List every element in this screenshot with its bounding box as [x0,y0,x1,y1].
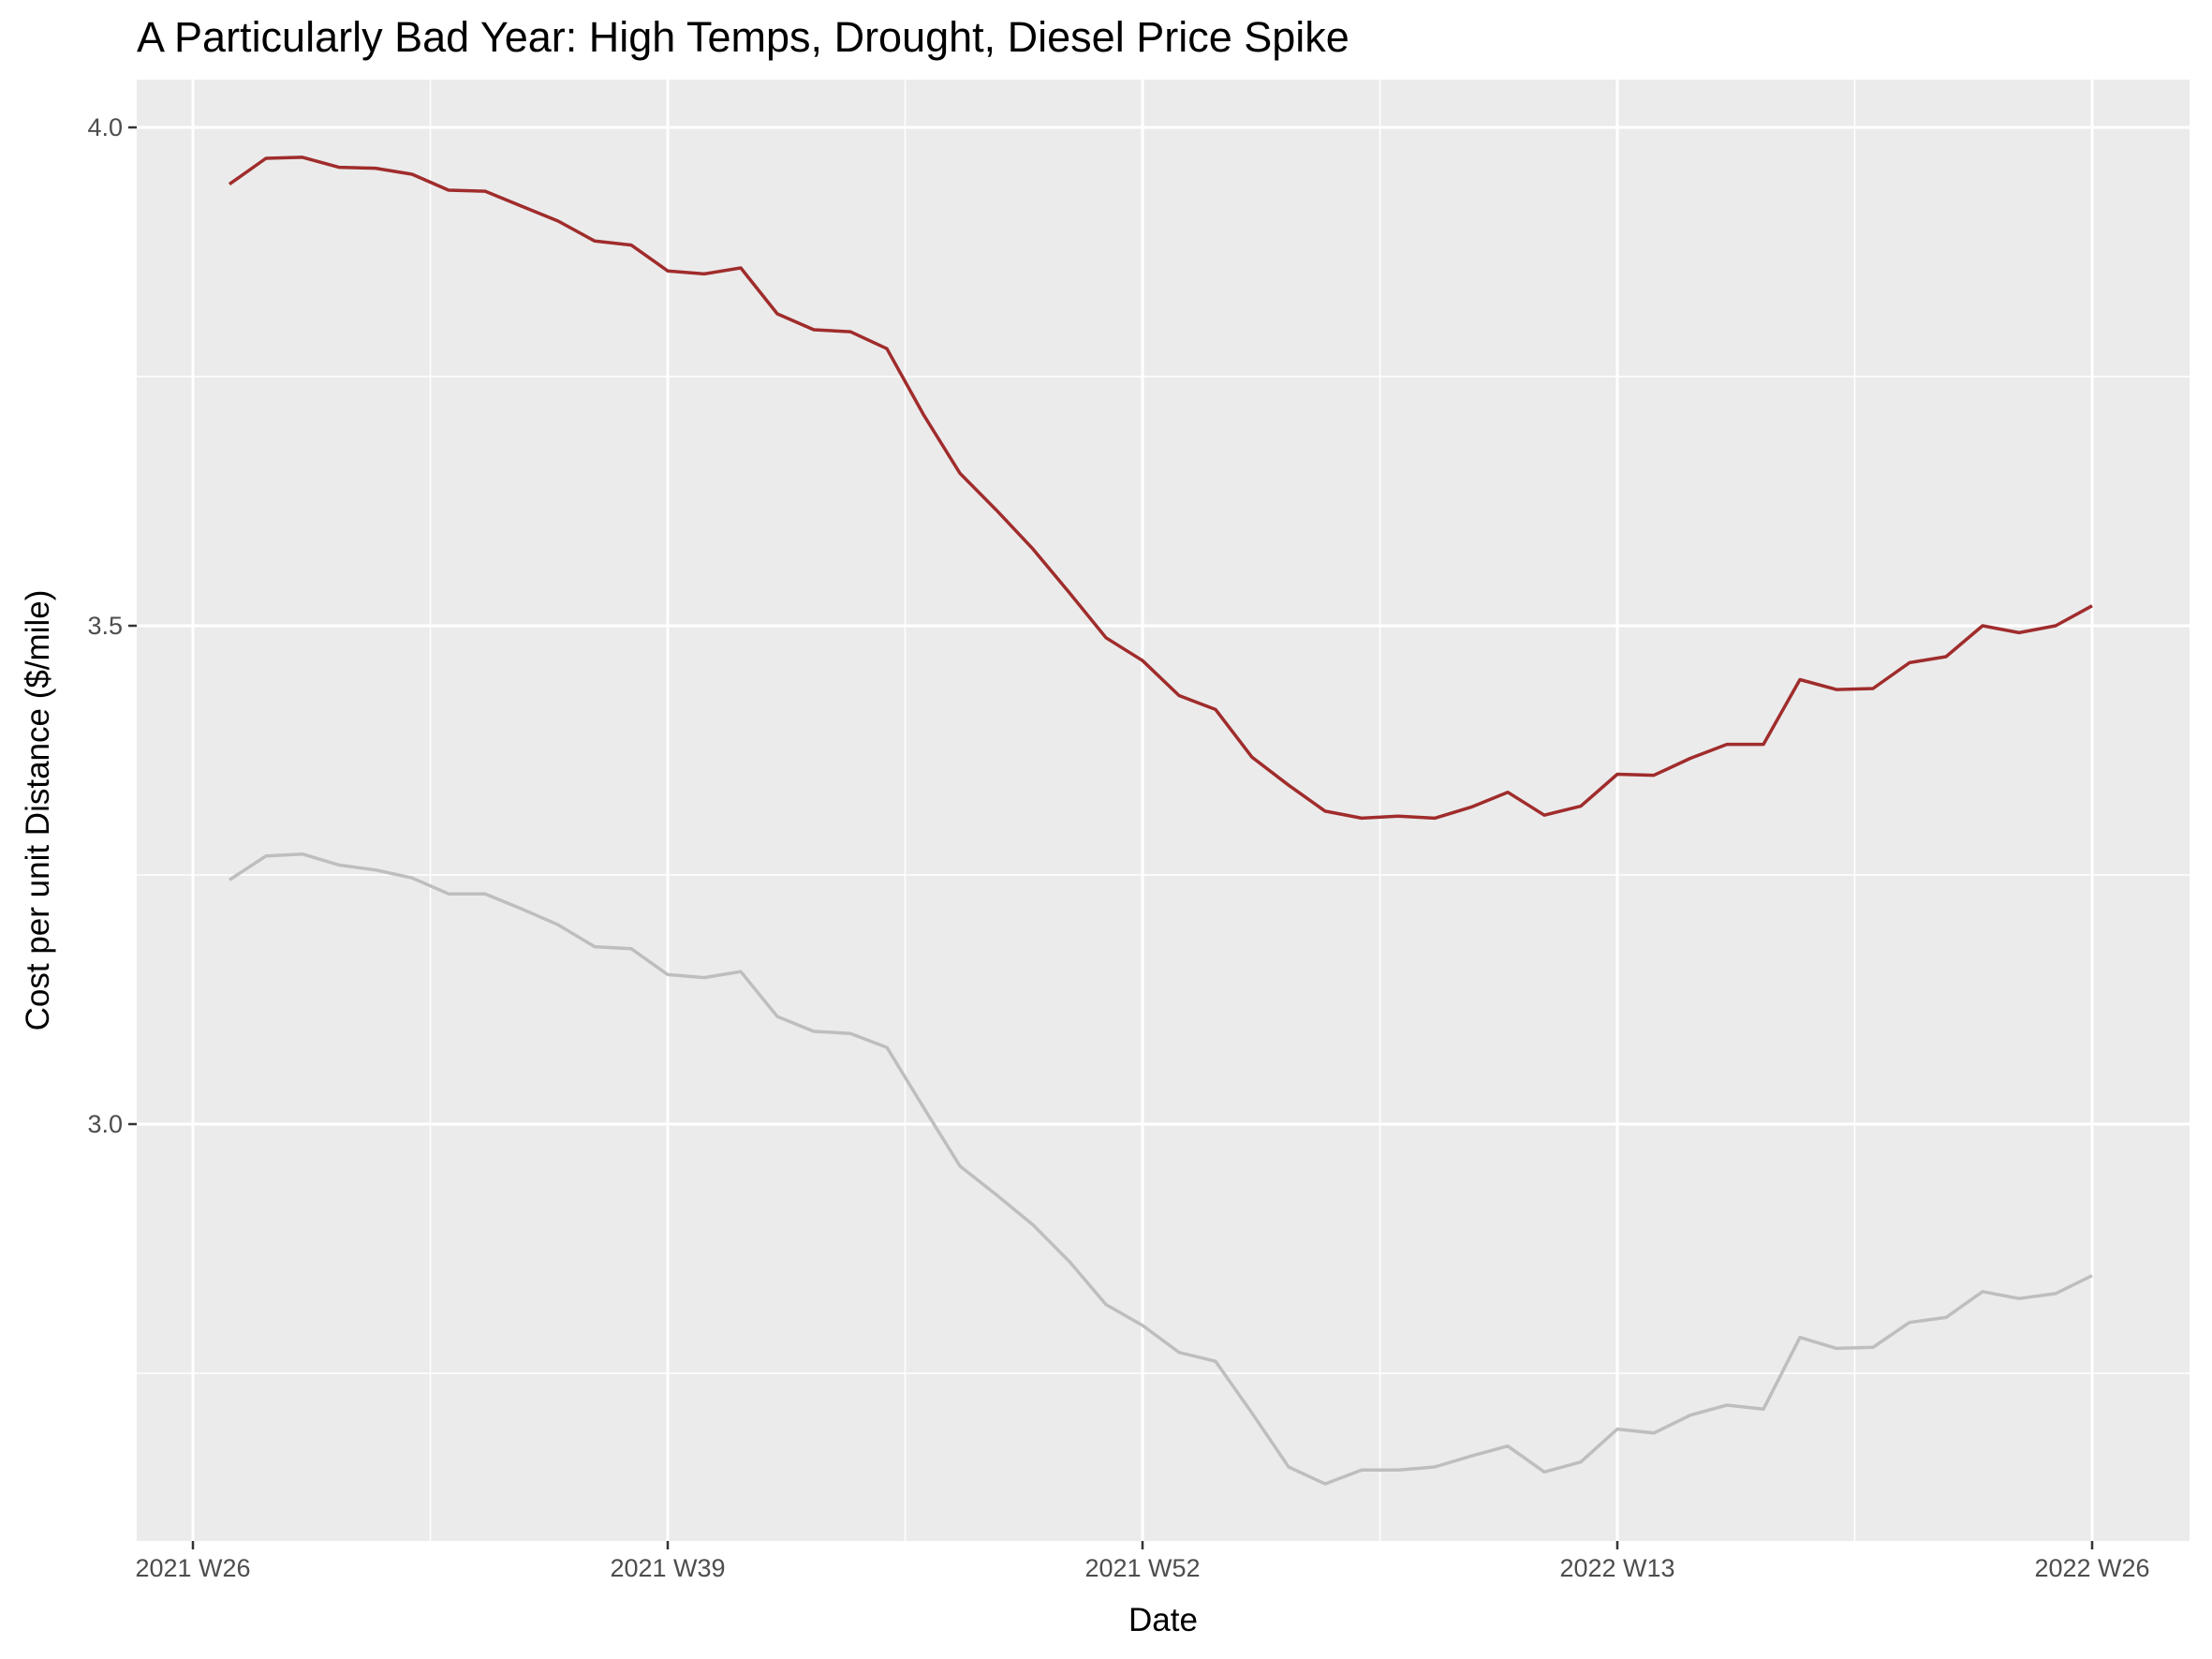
y-axis: 3.0 3.5 4.0 [87,113,137,1138]
series-line-baseline [229,852,2093,1486]
x-tick-label: 2021 W52 [1084,1554,1200,1582]
minor-gridlines [137,80,2190,1541]
x-tick-label: 2021 W39 [610,1554,725,1582]
series-lines [228,156,2093,1486]
x-tick-label: 2022 W26 [2034,1554,2149,1582]
y-axis-title: Cost per unit Distance ($/mile) [20,590,56,1031]
y-tick-label: 3.0 [87,1110,123,1138]
x-axis: 2021 W26 2021 W39 2021 W52 2022 W13 2022 W26 [135,1541,2150,1582]
y-tick-label: 4.0 [87,113,123,141]
y-tick-label: 3.5 [87,612,123,640]
chart-title: A Particularly Bad Year: High Temps, Dro… [137,13,1349,61]
x-tick-label: 2022 W13 [1559,1554,1674,1582]
plot-panel [137,80,2190,1541]
series-line-highlight [228,156,2093,821]
major-gridlines [137,80,2190,1541]
x-axis-title: Date [1128,1602,1198,1638]
x-tick-label: 2021 W26 [135,1554,250,1582]
